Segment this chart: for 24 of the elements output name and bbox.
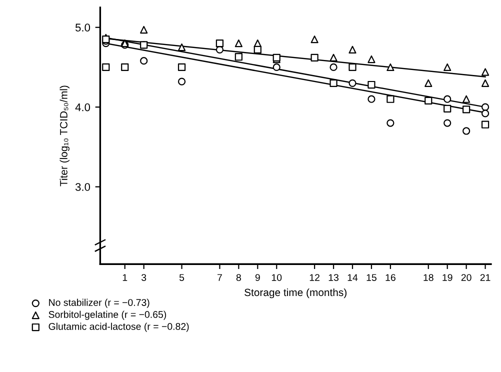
x-tick-label: 8 (236, 274, 241, 281)
x-tick-label: 14 (348, 274, 358, 281)
x-tick-label: 10 (272, 274, 282, 281)
x-tick-label: 5 (179, 274, 184, 281)
x-tick-label: 19 (442, 274, 452, 281)
x-tick-label: 20 (461, 274, 472, 281)
x-tick-label: 12 (310, 274, 320, 281)
x-tick-label: 9 (255, 274, 260, 281)
x-tick-label: 15 (366, 274, 376, 281)
legend-label: Sorbitol-gelatine (r = −0.65) (48, 310, 166, 320)
x-tick-label: 18 (424, 274, 434, 281)
legend-label: No stabilizer (r = −0.73) (49, 298, 150, 308)
x-tick-label: 3 (142, 274, 146, 281)
x-tick-label: 1 (122, 274, 128, 281)
legend-label: Glutamic acid-lactose (r = −0.82) (48, 322, 189, 332)
x-axis-title: Storage time (months) (244, 288, 346, 298)
y-tick-label: 3.0 (75, 183, 90, 191)
y-tick-label: 5.0 (75, 24, 90, 32)
x-tick-label: 21 (480, 274, 490, 281)
x-tick-label: 7 (218, 274, 222, 281)
x-tick-label: 13 (328, 274, 339, 281)
y-tick-label: 4.0 (75, 103, 90, 112)
x-tick-label: 16 (386, 274, 396, 281)
y-axis-title: Titer (log₁₀ TCID₅₀/ml) (60, 86, 70, 186)
